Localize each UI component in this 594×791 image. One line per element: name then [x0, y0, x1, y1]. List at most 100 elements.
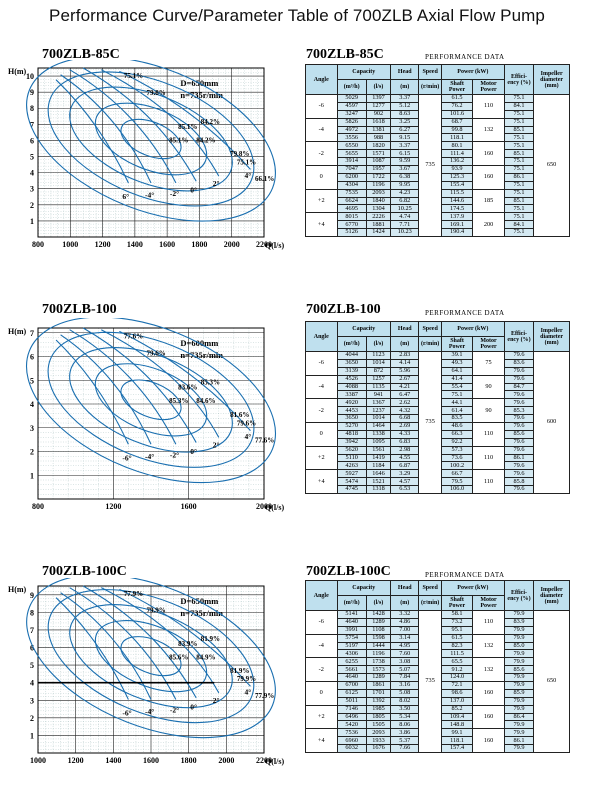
efficiency-cell: 86.1 — [503, 453, 535, 463]
angle-label: 6° — [122, 192, 129, 201]
efficiency-label: 81.9% — [201, 635, 220, 643]
table-row: 4263 1184 6.87 100.2 79.6 — [306, 461, 570, 471]
table-row: 4453 1237 4.32 61.4 85.3 — [306, 406, 570, 416]
efficiency-contours — [26, 578, 276, 739]
x-axis-label: Q(l/s) — [265, 241, 284, 250]
header-motor-power: Motor Power — [472, 595, 505, 611]
motor-power-cell: 132 — [472, 117, 505, 143]
capacity-m3h-cell: 6032 — [336, 744, 367, 754]
efficiency-cell: 85.0 — [503, 641, 535, 651]
x-tick-label: 2000 — [256, 502, 272, 511]
header-rmin: (r/min) — [418, 595, 442, 611]
header-impeller: Impeller diameter (mm) — [533, 321, 570, 352]
capacity-m3h-cell: 5110 — [336, 453, 367, 463]
header-speed: Speed — [418, 64, 442, 80]
x-tick-label: 2200 — [256, 756, 272, 765]
header-rmin: (r/min) — [418, 79, 442, 95]
head-cell: 10.23 — [390, 228, 420, 238]
chart-title-2: 700ZLB-100 — [42, 302, 117, 317]
speed-cell: 735 — [418, 350, 442, 495]
motor-power-cell: 110 — [472, 445, 505, 471]
efficiency-label: 84.2% — [201, 118, 220, 126]
table-row: -6 5141 1428 3.32 735 58.1 110 79.9 650 — [305, 609, 570, 754]
header-shaft-power: Shaft Power — [440, 79, 474, 95]
table-row: 4640 1289 7.84 124.0 79.9 — [306, 673, 570, 683]
motor-power-cell: 132 — [472, 633, 505, 659]
motor-power-cell: 160 — [472, 704, 505, 730]
motor-power-cell: 110 — [472, 422, 505, 447]
capacity-ls-cell: 1738 — [365, 657, 392, 667]
efficiency-cell: 79.9 — [503, 720, 535, 730]
page-title: Performance Curve/Parameter Table of 700… — [49, 6, 545, 25]
table-grid: Angle Capacity Head Speed Power (kW) Effici-e… — [305, 321, 570, 495]
header-shaft-power: Shaft Power — [440, 595, 474, 611]
capacity-ls-cell: 2093 — [365, 188, 392, 198]
shaft-power-cell: 115.5 — [440, 188, 474, 198]
table-row: 3556 988 9.15 118.1 75.1 — [306, 133, 570, 143]
head-cell: 8.63 — [390, 109, 420, 119]
motor-power-cell: 75 — [472, 351, 505, 376]
motor-power-cell: 90 — [472, 374, 505, 400]
efficiency-contours — [25, 318, 277, 484]
shaft-power-cell: 118.1 — [440, 133, 474, 143]
y-tick-label: 6 — [30, 136, 34, 145]
table-title-1: 700ZLB-85C — [306, 47, 384, 62]
capacity-m3h-cell: 6496 — [336, 712, 367, 722]
efficiency-label: 81.9% — [230, 667, 249, 675]
shaft-power-cell: 109.4 — [440, 712, 474, 722]
capacity-m3h-cell: 5197 — [336, 641, 367, 651]
y-tick-label: 5 — [30, 376, 34, 385]
capacity-m3h-cell: 4972 — [336, 125, 367, 135]
efficiency-cell: 75.1 — [503, 228, 535, 238]
shaft-power-cell: 100.2 — [440, 461, 474, 471]
x-tick-label: 1400 — [105, 756, 121, 765]
angle-cell: 0 — [305, 165, 338, 190]
shaft-power-cell: 190.4 — [440, 228, 474, 238]
head-cell: 9.15 — [390, 133, 420, 143]
efficiency-cell: 79.9 — [503, 649, 535, 659]
header-efficiency: Effici-ency (%) — [503, 580, 535, 611]
angle-label: -6° — [122, 453, 131, 462]
capacity-ls-cell: 1598 — [365, 633, 392, 643]
head-cell: 10.25 — [390, 204, 420, 214]
angle-cell: -4 — [305, 374, 338, 400]
head-cell: 7.66 — [390, 744, 420, 754]
shaft-power-cell: 101.6 — [440, 109, 474, 119]
x-tick-label: 2000 — [218, 756, 234, 765]
capacity-m3h-cell: 4920 — [336, 398, 367, 408]
capacity-ls-cell: 1505 — [365, 720, 392, 730]
table-row: 6125 1701 5.08 98.6 85.9 — [306, 688, 570, 698]
y-tick-label: 9 — [30, 88, 34, 97]
capacity-m3h-cell: 7535 — [336, 188, 367, 198]
capacity-ls-cell: 1805 — [365, 712, 392, 722]
capacity-m3h-cell: 4263 — [336, 461, 367, 471]
shaft-power-cell: 157.4 — [440, 744, 474, 754]
efficiency-label: 66.1% — [255, 175, 274, 183]
y-tick-label: 3 — [30, 424, 34, 433]
header-motor-power: Motor Power — [472, 79, 505, 95]
capacity-m3h-cell: 5620 — [336, 445, 367, 455]
capacity-m3h-cell: 6624 — [336, 196, 367, 206]
chart-title-1: 700ZLB-85C — [42, 47, 120, 62]
angle-cell: -2 — [305, 141, 338, 167]
head-cell: 6.27 — [390, 125, 420, 135]
motor-power-cell: 110 — [472, 469, 505, 495]
capacity-ls-cell: 1561 — [365, 445, 392, 455]
efficiency-label: 77.6% — [255, 437, 274, 445]
angle-label: 0° — [190, 702, 197, 711]
efficiency-cell: 75.1 — [503, 109, 535, 119]
table-row: 0 6700 1861 3.16 72.1 160 79.9 — [305, 681, 570, 706]
table-row: 5197 1444 4.95 82.3 85.0 — [306, 641, 570, 651]
capacity-m3h-cell: 6550 — [336, 141, 367, 151]
x-tick-label: 1600 — [181, 502, 197, 511]
capacity-m3h-cell: 6255 — [336, 657, 367, 667]
efficiency-cell: 75.1 — [503, 212, 535, 222]
spec-speed: n=735r/min — [180, 608, 223, 618]
header-angle: Angle — [305, 580, 338, 611]
efficiency-label: 81.6% — [230, 411, 249, 419]
spec-speed: n=735r/min — [180, 90, 223, 100]
efficiency-cell: 79.9 — [503, 744, 535, 754]
header-motor-power: Motor Power — [472, 336, 505, 352]
head-cell: 9.95 — [390, 180, 420, 190]
efficiency-cell: 75.1 — [503, 141, 535, 151]
